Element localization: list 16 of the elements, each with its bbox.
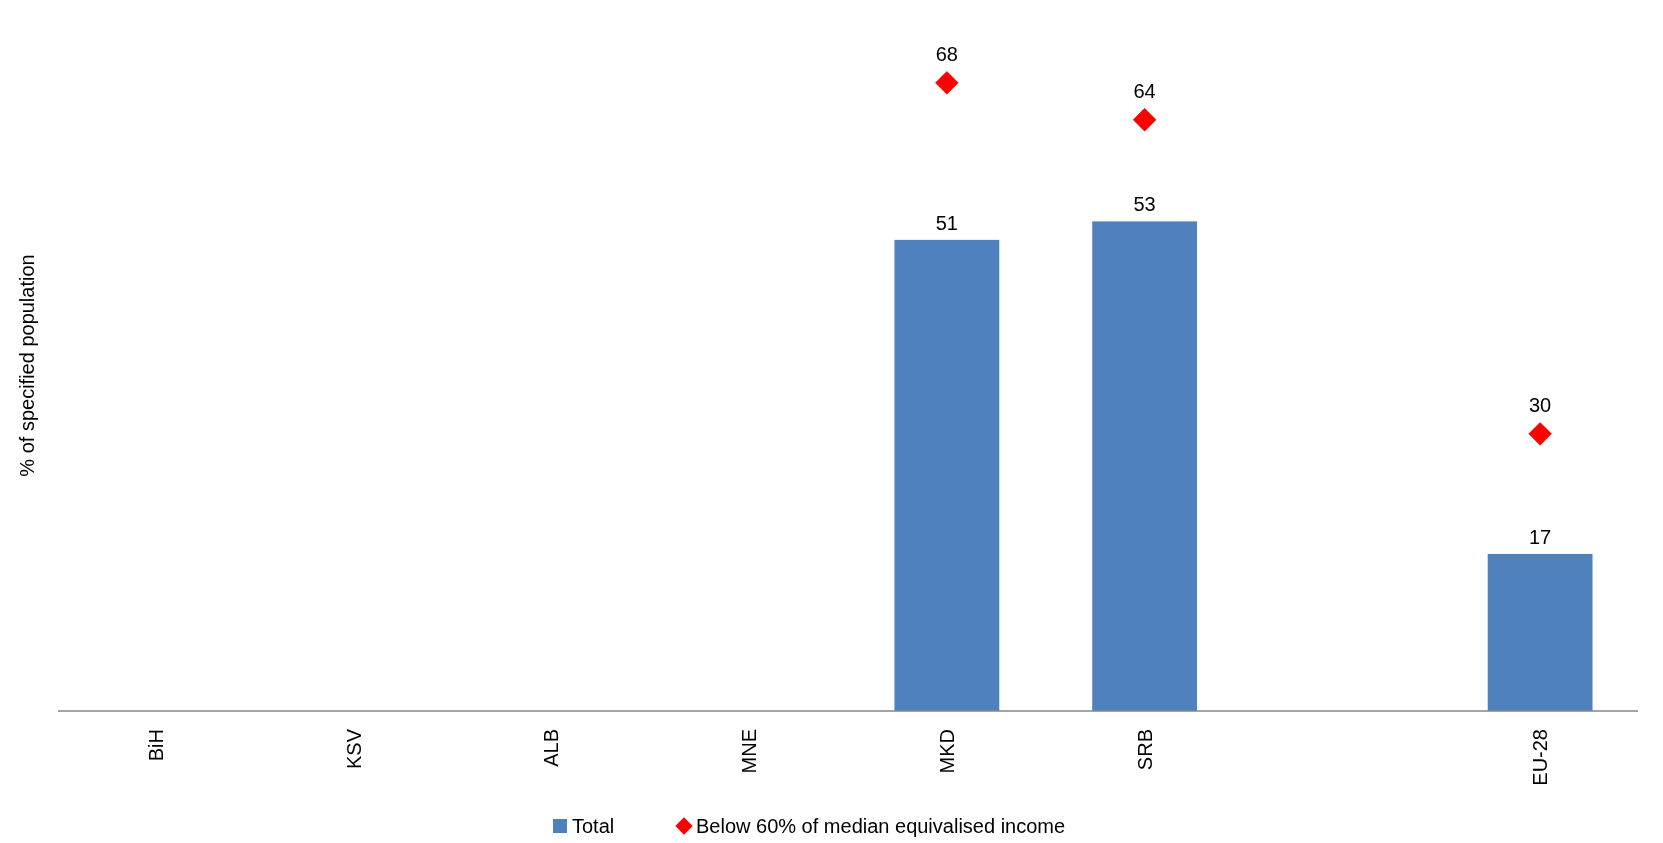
data-label: 17 — [1528, 525, 1552, 548]
data-label: 30 — [1528, 393, 1552, 416]
x-tick-label: SRB — [1133, 729, 1156, 771]
data-label: 68 — [935, 42, 958, 65]
x-tick-label: KSV — [342, 728, 365, 770]
x-tick-label: EU-28 — [1529, 729, 1552, 786]
x-tick-label: MNE — [738, 729, 761, 774]
legend-label: Below 60% of median equivalised income — [696, 815, 1066, 837]
data-label: 64 — [1133, 79, 1156, 102]
x-tick-label: ALB — [540, 729, 563, 767]
legend-label: Total — [572, 815, 615, 837]
x-tick-label: BiH — [144, 729, 167, 762]
data-label: 53 — [1133, 193, 1156, 216]
data-label: 51 — [935, 211, 958, 234]
x-tick-label: MKD — [935, 729, 958, 774]
y-axis-title: % of specified population — [16, 254, 38, 477]
